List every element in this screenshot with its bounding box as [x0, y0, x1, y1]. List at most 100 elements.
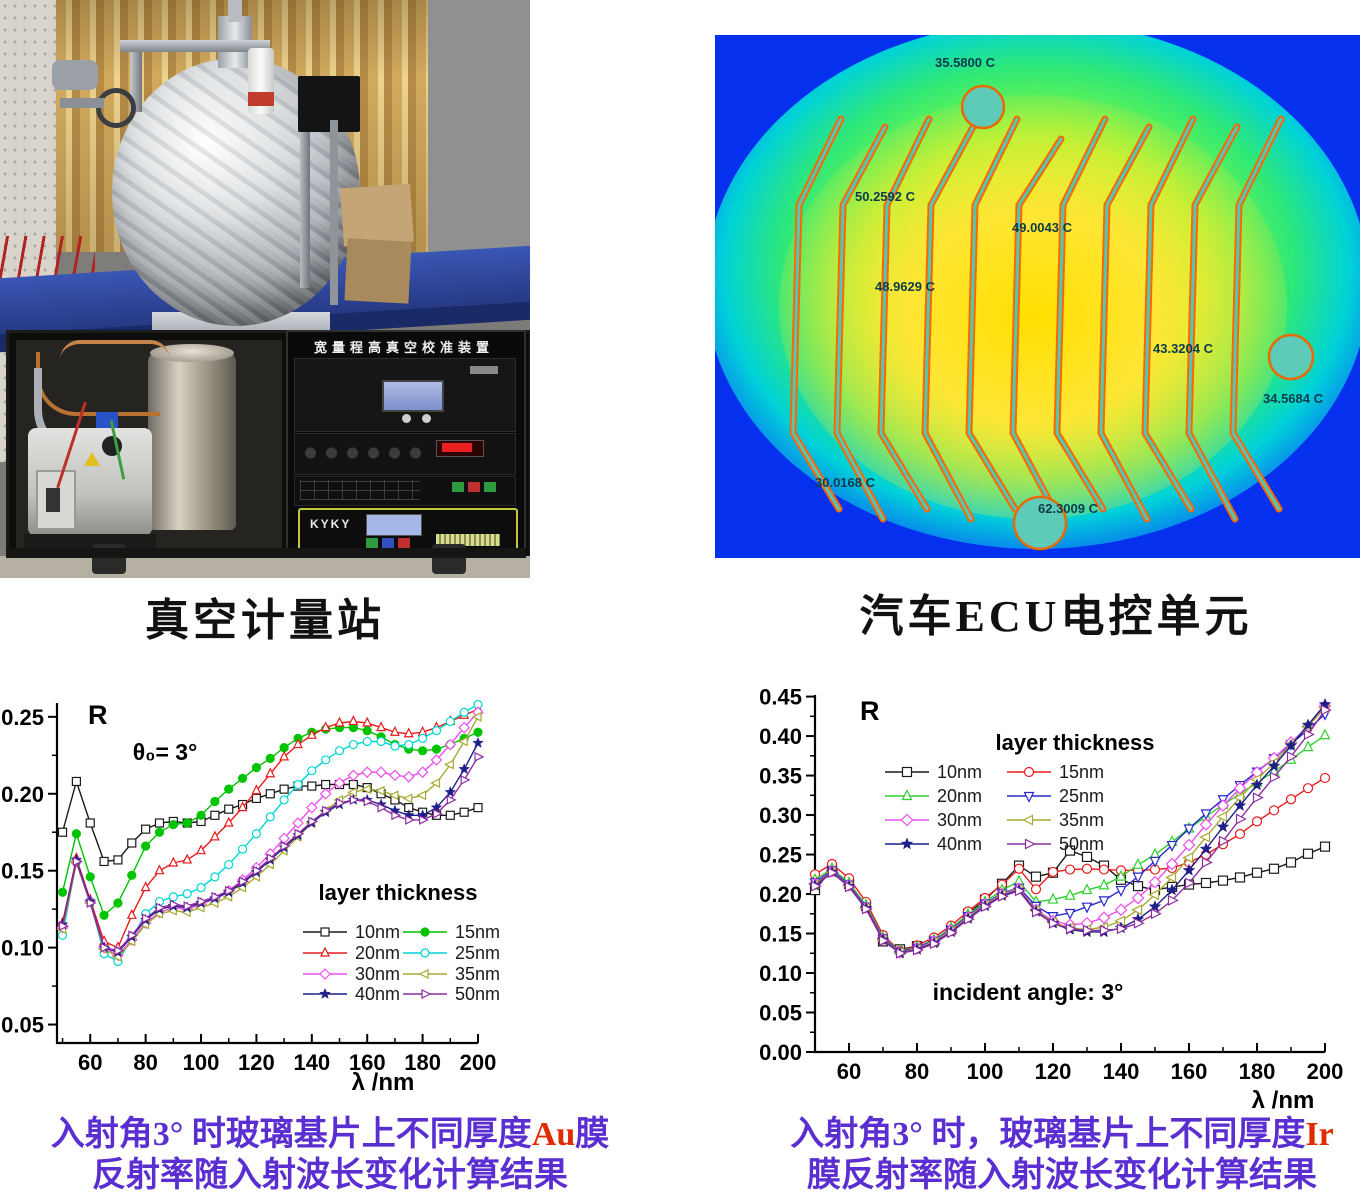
pcb-traces [789, 115, 1285, 523]
button-green-2 [484, 482, 496, 492]
caption-ir-film: 入射角3° 时，玻璃基片上不同厚度Ir 膜反射率随入射波长变化计算结果 [752, 1114, 1372, 1196]
svg-text:0.05: 0.05 [1, 1013, 44, 1038]
cabinet-base-rail [6, 548, 526, 558]
temperature-labels: 35.5800 C 50.2592 C 49.0043 C 48.9629 C 43.3… [815, 55, 1324, 516]
svg-text:200: 200 [1307, 1059, 1344, 1084]
steel-tank [148, 352, 236, 530]
svg-text:λ /nm: λ /nm [352, 1069, 415, 1096]
chart-au-reflectance: 60 80 100 120 140 160 180 200 0.05 0.10 0.15 0.20 0.… [1, 699, 500, 1096]
temperature-label: 35.5800 C [935, 55, 996, 70]
svg-text:λ /nm: λ /nm [1252, 1087, 1315, 1114]
svg-text:80: 80 [133, 1050, 157, 1075]
kyky-screen [366, 514, 422, 536]
temperature-label: 50.2592 C [855, 189, 916, 204]
thermal-hot-core [779, 95, 1287, 519]
svg-text:200: 200 [460, 1050, 497, 1075]
cross-pipe [120, 40, 270, 52]
cardboard-lower [344, 238, 412, 304]
svg-text:0.20: 0.20 [759, 882, 802, 907]
svg-text:0.10: 0.10 [759, 961, 802, 986]
svg-text:0.35: 0.35 [759, 764, 802, 789]
svg-text:0.10: 0.10 [1, 936, 44, 961]
caption-line: 入射角3° 时玻璃基片上不同厚度Au膜 [20, 1114, 640, 1155]
caption-au-film: 入射角3° 时玻璃基片上不同厚度Au膜 反射率随入射波长变化计算结果 [20, 1114, 640, 1196]
temperature-label: 43.3204 C [1153, 341, 1214, 356]
series-50nm [58, 751, 485, 956]
svg-text:0.45: 0.45 [759, 685, 802, 710]
svg-text:80: 80 [905, 1059, 929, 1084]
svg-text:15nm: 15nm [1059, 762, 1104, 782]
svg-text:0.25: 0.25 [759, 843, 802, 868]
schematic-lines [300, 480, 420, 500]
svg-text:0.15: 0.15 [759, 922, 802, 947]
pump-face [36, 470, 76, 530]
svg-text:0.25: 0.25 [1, 705, 44, 730]
svg-text:0.20: 0.20 [1, 782, 44, 807]
support-rod [300, 118, 310, 288]
svg-text:R: R [88, 700, 108, 730]
kyky-buttons [366, 538, 422, 548]
series-15nm [57, 723, 483, 920]
svg-text:140: 140 [1103, 1059, 1140, 1084]
svg-text:25nm: 25nm [455, 943, 500, 963]
temperature-label: 48.9629 C [875, 279, 936, 294]
svg-text:layer thickness: layer thickness [996, 730, 1155, 755]
svg-text:160: 160 [1171, 1059, 1208, 1084]
black-box [298, 76, 360, 132]
blue-clip [96, 412, 118, 428]
series-30nm [56, 706, 484, 962]
svg-text:100: 100 [967, 1059, 1004, 1084]
svg-text:0.30: 0.30 [759, 803, 802, 828]
tank-lid [150, 344, 234, 362]
svg-text:0.15: 0.15 [1, 859, 44, 884]
rack-title: 宽量程高真空校准装置 [313, 340, 494, 355]
svg-text:50nm: 50nm [1059, 834, 1104, 854]
svg-text:30nm: 30nm [937, 810, 982, 830]
svg-text:60: 60 [78, 1050, 102, 1075]
button-green-1 [452, 482, 464, 492]
svg-text:25nm: 25nm [1059, 786, 1104, 806]
kyky-brand-label: KYKY [310, 517, 352, 531]
svg-text:180: 180 [1239, 1059, 1276, 1084]
svg-text:θ₀= 3°: θ₀= 3° [133, 739, 198, 765]
svg-text:180: 180 [404, 1050, 441, 1075]
series-20nm [57, 702, 483, 952]
knob-row [300, 442, 430, 464]
panel-dot-2 [422, 414, 431, 423]
pipe-elbow [52, 60, 98, 90]
valve-wheel [96, 88, 136, 128]
temperature-label: 49.0043 C [1012, 220, 1073, 235]
valve-stem [60, 98, 104, 108]
caption-text-part: Ir [1305, 1116, 1334, 1153]
photo-caption-left: 真空计量站 [145, 596, 385, 645]
svg-text:R: R [860, 696, 880, 726]
pump-window [46, 488, 60, 512]
caption-text-part: 入射角3° 时，玻璃基片上不同厚度 [790, 1116, 1306, 1153]
temperature-label: 62.3009 C [1038, 501, 1099, 516]
series-50nm [810, 704, 1332, 959]
top-valve [228, 0, 242, 22]
button-red-1 [468, 482, 480, 492]
probe-points [960, 84, 1315, 551]
kyky-barcode [436, 534, 500, 546]
svg-text:50nm: 50nm [455, 984, 500, 1004]
svg-text:incident angle: 3°: incident angle: 3° [933, 979, 1124, 1005]
cardboard-upper [340, 183, 414, 247]
svg-text:15nm: 15nm [455, 922, 500, 942]
temperature-label: 34.5684 C [1263, 391, 1324, 406]
panel-dot-1 [402, 414, 411, 423]
vacuum-station-photo: 宽量程高真空校准装置 KYKY [0, 0, 530, 578]
stand-frame [330, 120, 338, 305]
svg-text:0.00: 0.00 [759, 1040, 802, 1065]
thermal-caption: 汽车ECU电控单元 [859, 592, 1253, 641]
chart-ir-reflectance: 60 80 100 120 140 160 180 200 0.00 0.05 0.10 0.15 0.… [759, 685, 1344, 1114]
svg-text:160: 160 [349, 1050, 386, 1075]
caption-text-part: 入射角3° 时玻璃基片上不同厚度 [50, 1116, 532, 1153]
thermal-ecu-image: 35.5800 C 50.2592 C 49.0043 C 48.9629 C 43.3… [715, 35, 1360, 558]
svg-text:35nm: 35nm [1059, 810, 1104, 830]
series-25nm [57, 699, 483, 967]
sensor-band [248, 92, 274, 106]
svg-text:30nm: 30nm [355, 964, 400, 984]
svg-text:120: 120 [238, 1050, 275, 1075]
svg-text:0.40: 0.40 [759, 724, 802, 749]
